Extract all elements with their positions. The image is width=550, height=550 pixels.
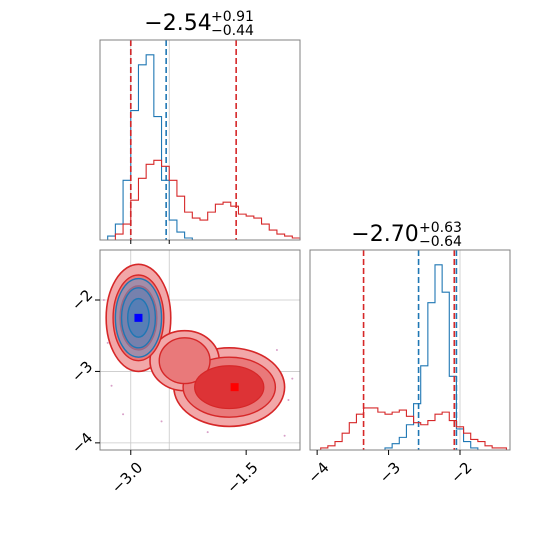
y-tick-label: −3	[68, 357, 96, 385]
sample-point	[122, 413, 125, 416]
x-tick-label: −3.0	[108, 458, 146, 496]
hist-step-0	[377, 264, 485, 451]
sample-point	[206, 431, 209, 434]
x-tick-label: −2	[447, 458, 475, 486]
panel-hist-param2: −2.70 +0.63 −0.64 −4 −3 −2	[304, 220, 511, 487]
marker-square-1	[230, 383, 239, 392]
panel1-title-sup: +0.91	[211, 9, 254, 25]
x-tick-label: −3	[376, 458, 404, 486]
sample-point	[275, 349, 278, 351]
panel1-title-value: −2.54	[144, 11, 211, 36]
marker-square-0	[134, 313, 143, 322]
sample-point	[102, 299, 105, 301]
panel1-title-sub: −0.44	[211, 23, 254, 39]
sample-point	[110, 384, 113, 387]
panel1-frame	[99, 39, 301, 241]
panel-hist-param1: −2.54 +0.91 −0.44	[99, 9, 301, 244]
red-contour-level-1	[158, 337, 211, 385]
panel2-title-value: −2.70	[351, 222, 418, 247]
panel2-title-sub: −0.64	[419, 234, 462, 250]
sample-point	[160, 420, 163, 423]
sample-point	[106, 341, 109, 344]
panel2-frame	[309, 249, 511, 451]
hist-step-1	[313, 407, 507, 451]
sample-point	[287, 399, 290, 401]
panel3-frame	[99, 249, 301, 451]
sample-point	[283, 434, 286, 437]
red-contour-level-2	[194, 365, 265, 410]
x-tick-label: −1.5	[223, 458, 261, 496]
hist-step-1	[100, 159, 301, 241]
y-tick-label: −4	[68, 429, 96, 457]
panel2-title-sup: +0.63	[419, 220, 462, 236]
panel1-title: −2.54	[144, 11, 211, 36]
y-tick-label: −2	[68, 286, 96, 314]
x-tick-label: −4	[304, 458, 332, 486]
sample-point	[291, 377, 294, 380]
panel-contour-2d: −3.0 −1.5 −2 −3 −4	[68, 249, 301, 497]
